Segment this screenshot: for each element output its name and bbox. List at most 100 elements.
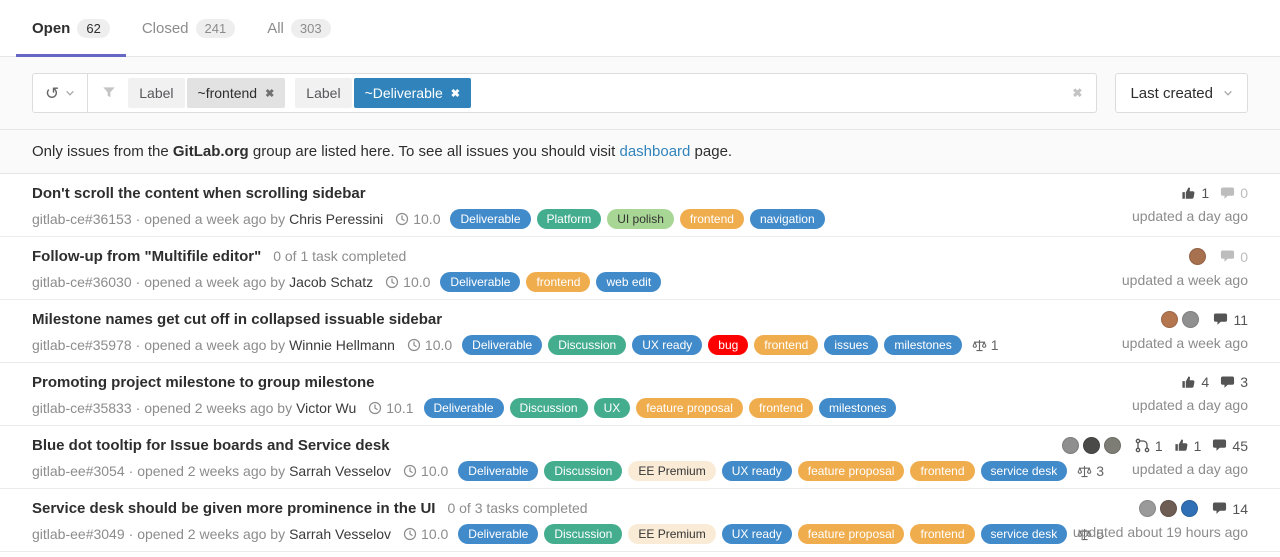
issue-weight: 3 [1077, 463, 1104, 479]
milestone-title: 10.0 [403, 274, 431, 291]
label-feature-proposal[interactable]: feature proposal [797, 524, 905, 545]
label-frontend[interactable]: frontend [748, 398, 814, 419]
issue-author-link[interactable]: Winnie Hellmann [289, 337, 395, 354]
assignee-avatar[interactable] [1181, 500, 1199, 517]
issue-milestone[interactable]: 10.0 [403, 463, 448, 479]
label-deliverable[interactable]: Deliverable [423, 398, 504, 419]
issue-milestone[interactable]: 10.0 [403, 526, 448, 542]
label-deliverable[interactable]: Deliverable [458, 461, 539, 482]
label-service-desk[interactable]: service desk [980, 524, 1068, 545]
issue-title-link[interactable]: Milestone names get cut off in collapsed… [32, 311, 443, 328]
assignee-avatar[interactable] [1189, 248, 1207, 265]
label-discussion[interactable]: Discussion [544, 461, 623, 482]
issue-title-link[interactable]: Blue dot tooltip for Issue boards and Se… [32, 437, 390, 454]
milestone-title: 10.0 [421, 463, 449, 480]
issue-milestone[interactable]: 10.1 [368, 400, 414, 416]
comments-stat[interactable]: 0 [1220, 249, 1248, 265]
upvotes-stat: 1 [1174, 437, 1202, 454]
label-frontend[interactable]: frontend [679, 209, 744, 230]
filter-token-deliverable[interactable]: Label ~Deliverable ✖ [295, 78, 471, 108]
label-frontend[interactable]: frontend [526, 272, 591, 293]
issue-updated-text: updated a week ago [1121, 272, 1248, 288]
label-discussion[interactable]: Discussion [509, 398, 588, 419]
issue-author-link[interactable]: Jacob Schatz [289, 274, 374, 291]
comments-stat[interactable]: 45 [1212, 438, 1248, 454]
label-ui-polish[interactable]: UI polish [607, 209, 674, 230]
label-frontend[interactable]: frontend [910, 461, 975, 482]
merge-request-icon [1135, 438, 1150, 453]
issue-milestone[interactable]: 10.0 [395, 211, 440, 227]
tab-all[interactable]: All 303 [251, 0, 346, 56]
chevron-down-icon [1224, 90, 1232, 96]
filter-token-frontend[interactable]: Label ~frontend ✖ [128, 78, 286, 108]
history-icon: ↺ [45, 83, 60, 103]
label-navigation[interactable]: navigation [749, 209, 825, 230]
label-ee-premium[interactable]: EE Premium [628, 461, 716, 482]
assignee-avatar[interactable] [1103, 437, 1121, 454]
label-feature-proposal[interactable]: feature proposal [797, 461, 905, 482]
tab-open[interactable]: Open 62 [16, 0, 126, 57]
assignee-avatars [1161, 311, 1200, 328]
scale-icon [972, 339, 987, 351]
label-discussion[interactable]: Discussion [548, 335, 627, 356]
tab-closed-label: Closed [141, 19, 189, 37]
tab-closed[interactable]: Closed 241 [126, 0, 251, 56]
label-deliverable[interactable]: Deliverable [440, 272, 521, 293]
label-deliverable[interactable]: Deliverable [462, 335, 543, 356]
issues-list: Don't scroll the content when scrolling … [0, 174, 1280, 552]
merge-requests-count: 1 [1154, 437, 1163, 454]
issue-labels: Deliverable frontend web edit [440, 272, 662, 293]
dashboard-link[interactable]: dashboard [619, 143, 691, 160]
issue-author-link[interactable]: Sarrah Vesselov [289, 463, 392, 480]
remove-token-icon[interactable]: ✖ [450, 87, 460, 100]
label-platform[interactable]: Platform [536, 209, 602, 230]
assignee-avatar[interactable] [1160, 500, 1178, 517]
issue-author-link[interactable]: Chris Peressini [289, 211, 384, 228]
comments-stat[interactable]: 3 [1220, 374, 1248, 390]
label-ux-ready[interactable]: UX ready [632, 335, 703, 356]
issue-title-link[interactable]: Promoting project milestone to group mil… [32, 374, 375, 391]
label-web-edit[interactable]: web edit [596, 272, 662, 293]
comments-stat[interactable]: 14 [1212, 501, 1248, 517]
label-frontend[interactable]: frontend [754, 335, 819, 356]
label-deliverable[interactable]: Deliverable [458, 524, 539, 545]
sort-dropdown[interactable]: Last created [1115, 73, 1248, 113]
label-ee-premium[interactable]: EE Premium [628, 524, 716, 545]
remove-token-icon[interactable]: ✖ [265, 87, 275, 100]
label-discussion[interactable]: Discussion [544, 524, 623, 545]
label-ux-ready[interactable]: UX ready [721, 524, 792, 545]
label-frontend[interactable]: frontend [910, 524, 975, 545]
label-milestones[interactable]: milestones [884, 335, 962, 356]
issue-opened-text: · opened a week ago by [135, 211, 286, 228]
recent-searches-dropdown[interactable]: ↺ [33, 74, 89, 112]
issue-updated-text: updated a week ago [1121, 335, 1248, 351]
issue-milestone[interactable]: 10.0 [385, 274, 430, 290]
issue-title-link[interactable]: Don't scroll the content when scrolling … [32, 185, 366, 202]
issue-title-link[interactable]: Follow-up from "Multifile editor" [32, 248, 262, 265]
issue-author-link[interactable]: Sarrah Vesselov [289, 526, 392, 543]
assignee-avatar[interactable] [1139, 500, 1157, 517]
label-deliverable[interactable]: Deliverable [450, 209, 531, 230]
clear-search-icon[interactable]: ✖ [1072, 86, 1083, 100]
issue-author-link[interactable]: Victor Wu [296, 400, 357, 417]
comments-stat[interactable]: 0 [1220, 185, 1248, 201]
issue-milestone[interactable]: 10.0 [407, 337, 452, 353]
label-milestones[interactable]: milestones [819, 398, 897, 419]
label-feature-proposal[interactable]: feature proposal [636, 398, 743, 419]
issue-updated-text: updated a day ago [1132, 397, 1248, 413]
label-ux-ready[interactable]: UX ready [721, 461, 792, 482]
assignee-avatar[interactable] [1161, 311, 1179, 328]
label-ux[interactable]: UX [593, 398, 631, 419]
issue-title-link[interactable]: Service desk should be given more promin… [32, 500, 436, 517]
filtered-search-bar[interactable]: ↺ Label ~frontend ✖ Label ~Deliverable ✖ [32, 73, 1098, 113]
assignee-avatar[interactable] [1061, 437, 1079, 454]
banner-text-middle: group are listed here. To see all issues… [248, 143, 620, 160]
assignee-avatar[interactable] [1082, 437, 1100, 454]
comments-stat[interactable]: 11 [1213, 312, 1248, 328]
label-bug[interactable]: bug [708, 335, 749, 356]
issue-opened-text: · opened a week ago by [135, 274, 286, 291]
label-service-desk[interactable]: service desk [980, 461, 1068, 482]
label-issues[interactable]: issues [824, 335, 879, 356]
upvotes-count: 1 [1193, 437, 1202, 454]
assignee-avatar[interactable] [1182, 311, 1200, 328]
